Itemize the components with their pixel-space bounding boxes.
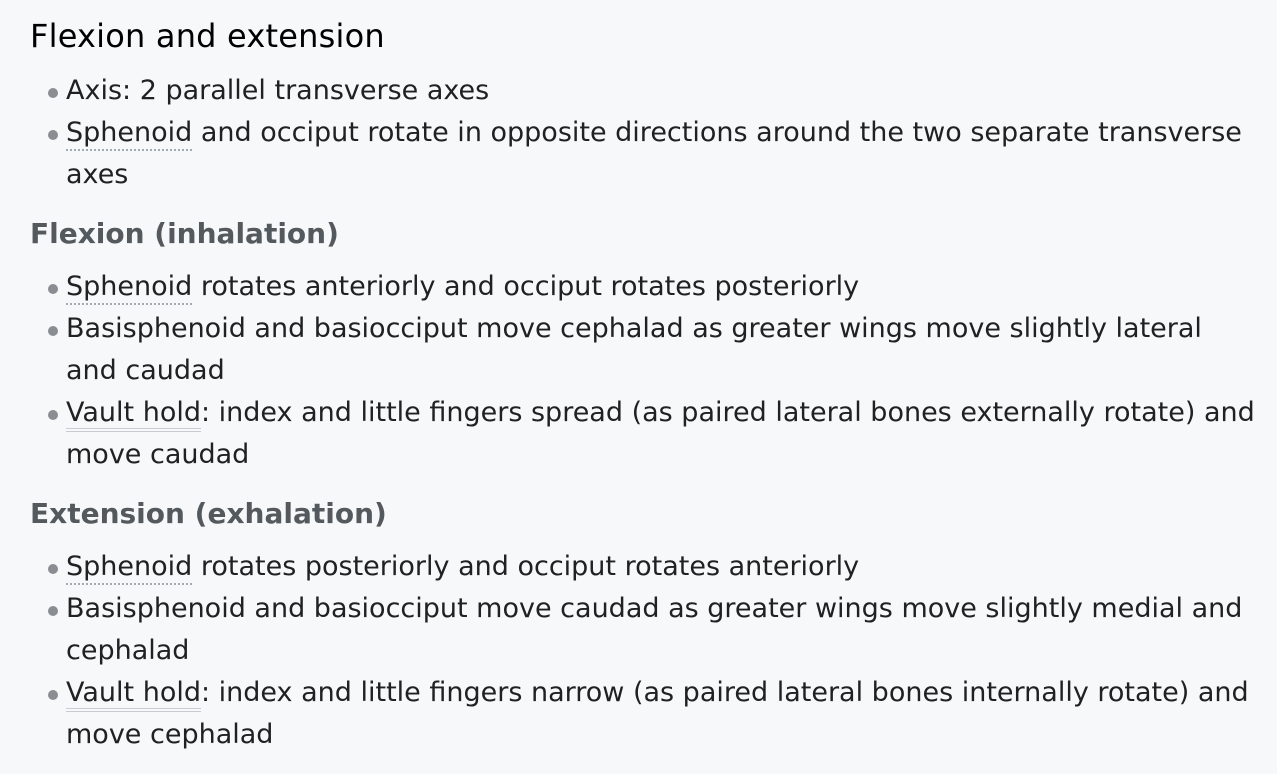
- intro-list: Axis: 2 parallel transverse axes Sphenoi…: [30, 70, 1255, 196]
- term-link-sphenoid[interactable]: Sphenoid: [66, 271, 193, 305]
- list-item: Sphenoid rotates anteriorly and occiput …: [30, 266, 1255, 308]
- bullet-icon: [48, 564, 58, 574]
- term-link-vault-hold[interactable]: Vault hold: [66, 397, 201, 432]
- subsection-heading-extension: Extension (exhalation): [30, 497, 387, 530]
- bullet-icon: [48, 326, 58, 336]
- term-link-sphenoid[interactable]: Sphenoid: [66, 117, 193, 151]
- list-item-text: Basisphenoid and basiocciput move caudad…: [66, 593, 1243, 666]
- list-item: Sphenoid rotates posteriorly and occiput…: [30, 546, 1255, 588]
- bullet-icon: [48, 606, 58, 616]
- bullet-icon: [48, 690, 58, 700]
- list-item: Basisphenoid and basiocciput move caudad…: [30, 588, 1255, 672]
- list-item-text: and occiput rotate in opposite direction…: [66, 117, 1242, 190]
- flexion-list: Sphenoid rotates anteriorly and occiput …: [30, 266, 1255, 476]
- article-content: Flexion and extension Axis: 2 parallel t…: [30, 16, 1255, 756]
- list-item: Vault hold: index and little fingers spr…: [30, 392, 1255, 476]
- section-heading: Flexion and extension: [30, 17, 385, 55]
- list-item-text: Axis: 2 parallel transverse axes: [66, 75, 490, 106]
- list-item-text: rotates posteriorly and occiput rotates …: [192, 551, 860, 582]
- bullet-icon: [48, 88, 58, 98]
- list-item-text: rotates anteriorly and occiput rotates p…: [192, 271, 860, 302]
- bullet-icon: [48, 284, 58, 294]
- list-item: Basisphenoid and basiocciput move cephal…: [30, 308, 1255, 392]
- list-item-text: Basisphenoid and basiocciput move cephal…: [66, 313, 1202, 386]
- bullet-icon: [48, 130, 58, 140]
- extension-list: Sphenoid rotates posteriorly and occiput…: [30, 546, 1255, 756]
- term-link-vault-hold[interactable]: Vault hold: [66, 677, 201, 712]
- list-item-text: : index and little fingers narrow (as pa…: [66, 677, 1249, 750]
- subsection-heading-flexion: Flexion (inhalation): [30, 217, 339, 250]
- list-item: Axis: 2 parallel transverse axes: [30, 70, 1255, 112]
- list-item-text: : index and little fingers spread (as pa…: [66, 397, 1255, 470]
- bullet-icon: [48, 410, 58, 420]
- list-item: Sphenoid and occiput rotate in opposite …: [30, 112, 1255, 196]
- term-link-sphenoid[interactable]: Sphenoid: [66, 551, 193, 585]
- list-item: Vault hold: index and little fingers nar…: [30, 672, 1255, 756]
